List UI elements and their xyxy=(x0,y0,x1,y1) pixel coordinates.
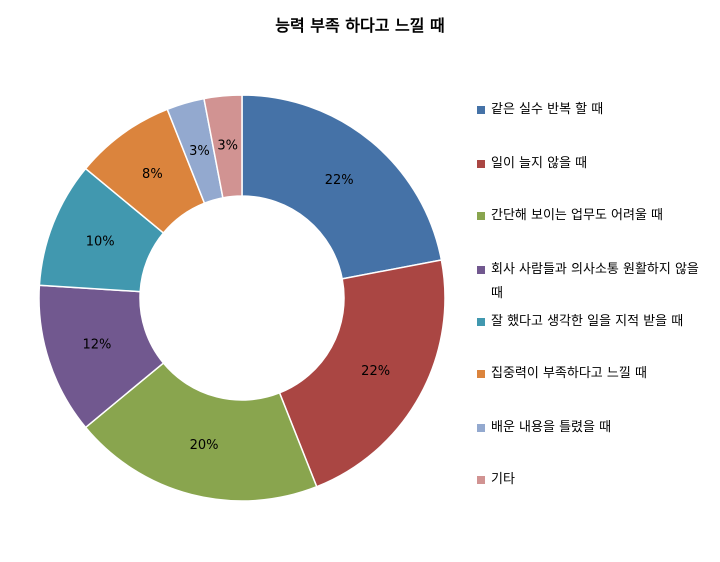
legend-item-1: 같은 실수 반복 할 때 xyxy=(477,98,701,122)
slice-label-2: 22% xyxy=(361,364,390,379)
legend-label: 일이 늘지 않을 때 xyxy=(491,156,588,171)
legend-item-5: 잘 했다고 생각한 일을 지적 받을 때 xyxy=(477,310,701,334)
donut-slice-3 xyxy=(84,361,318,502)
legend-item-8: 기타 xyxy=(477,468,701,492)
legend-label: 회사 사람들과 의사소통 원활하지 않을 때 xyxy=(491,262,699,301)
slice-label-6: 8% xyxy=(142,167,163,182)
legend-label: 배운 내용을 틀렸을 때 xyxy=(491,420,612,435)
donut-slice-2 xyxy=(278,259,446,488)
slice-label-3: 20% xyxy=(190,438,219,453)
legend-item-2: 일이 늘지 않을 때 xyxy=(477,152,701,176)
legend-label: 같은 실수 반복 할 때 xyxy=(491,102,604,117)
legend-item-4: 회사 사람들과 의사소통 원활하지 않을 때 xyxy=(477,258,701,306)
legend-swatch xyxy=(477,318,485,326)
legend-item-7: 배운 내용을 틀렸을 때 xyxy=(477,416,701,440)
legend-item-3: 간단해 보이는 업무도 어려울 때 xyxy=(477,204,701,228)
legend-swatch xyxy=(477,160,485,168)
slice-label-5: 10% xyxy=(86,234,115,249)
legend-label: 기타 xyxy=(491,472,515,487)
legend-label: 간단해 보이는 업무도 어려울 때 xyxy=(491,208,664,223)
legend-swatch xyxy=(477,424,485,432)
donut-slice-1 xyxy=(241,94,443,280)
slice-label-4: 12% xyxy=(83,338,112,353)
slice-label-7: 3% xyxy=(189,144,210,159)
legend-label: 집중력이 부족하다고 느낄 때 xyxy=(491,366,647,381)
slice-label-8: 3% xyxy=(217,139,238,154)
slice-label-1: 22% xyxy=(325,173,354,188)
chart-title: 능력 부족 하다고 느낄 때 xyxy=(275,16,445,35)
legend-swatch xyxy=(477,106,485,114)
legend-swatch xyxy=(477,212,485,220)
legend-label: 잘 했다고 생각한 일을 지적 받을 때 xyxy=(491,314,684,329)
legend-swatch xyxy=(477,266,485,274)
legend-swatch xyxy=(477,370,485,378)
legend-swatch xyxy=(477,476,485,484)
legend-item-6: 집중력이 부족하다고 느낄 때 xyxy=(477,362,701,386)
donut-slice-8 xyxy=(203,94,243,199)
